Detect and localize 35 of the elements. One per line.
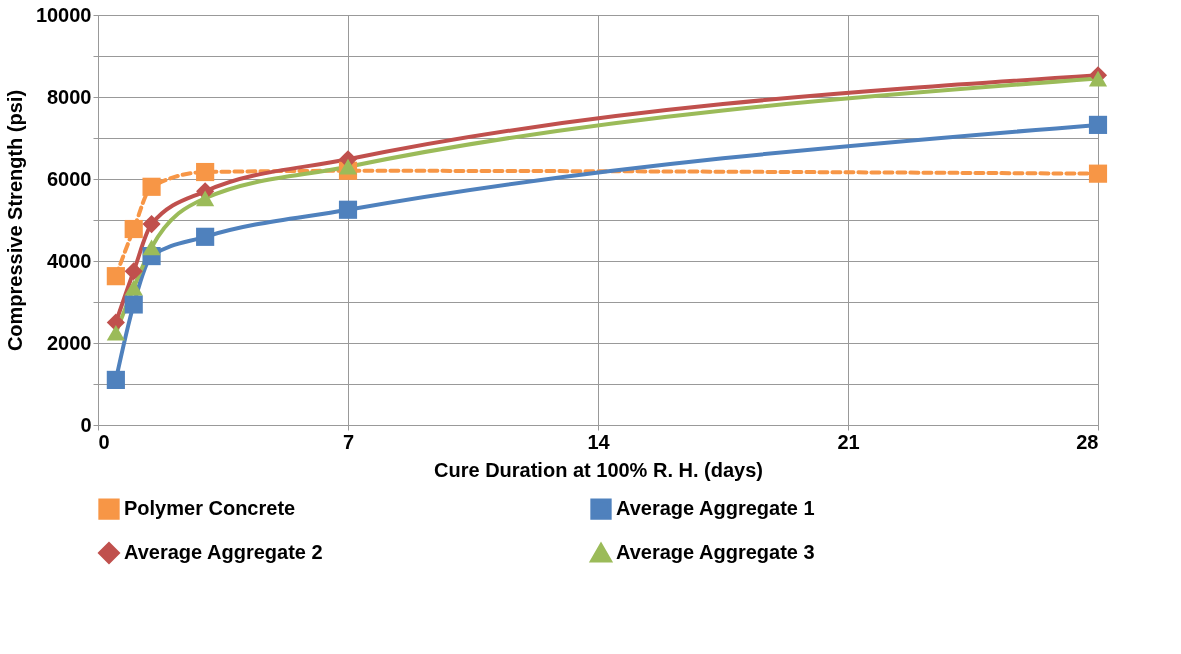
point bbox=[106, 324, 125, 341]
point bbox=[196, 190, 215, 207]
point bbox=[338, 200, 358, 219]
x-tick-label: 7 bbox=[342, 430, 355, 453]
point bbox=[196, 227, 215, 246]
y-tick-label: 4000 bbox=[47, 249, 92, 272]
point bbox=[124, 279, 143, 296]
point bbox=[142, 239, 161, 256]
point bbox=[196, 162, 215, 182]
y-tick-label: 2000 bbox=[47, 331, 92, 354]
y-tick-label: 6000 bbox=[47, 167, 92, 190]
legend-label: Average Aggregate 3 bbox=[616, 541, 815, 563]
x-tick-label: 21 bbox=[837, 430, 860, 453]
y-tick-label: 10000 bbox=[35, 3, 92, 26]
point bbox=[1088, 115, 1108, 134]
point bbox=[106, 370, 125, 389]
point bbox=[106, 267, 125, 286]
point bbox=[142, 177, 161, 196]
y-tick-label: 8000 bbox=[47, 85, 92, 108]
x-tick-label: 14 bbox=[587, 430, 611, 453]
point bbox=[338, 158, 358, 175]
legend-label: Polymer Concrete bbox=[124, 497, 296, 520]
point bbox=[124, 295, 143, 314]
point bbox=[1088, 70, 1108, 87]
point bbox=[142, 215, 161, 234]
point bbox=[124, 262, 143, 281]
x-tick-label: 28 bbox=[1076, 430, 1099, 453]
y-tick-label: 0 bbox=[80, 413, 92, 436]
y-axis-title: Compressive Strength (psi) bbox=[3, 89, 26, 352]
legend-label: Average Aggregate 1 bbox=[616, 497, 815, 520]
legend-label: Average Aggregate 2 bbox=[124, 541, 323, 563]
point bbox=[124, 219, 143, 239]
x-axis-title: Cure Duration at 100% R. H. (days) bbox=[434, 458, 763, 481]
point bbox=[1088, 164, 1108, 183]
x-tick-label: 0 bbox=[98, 430, 110, 453]
